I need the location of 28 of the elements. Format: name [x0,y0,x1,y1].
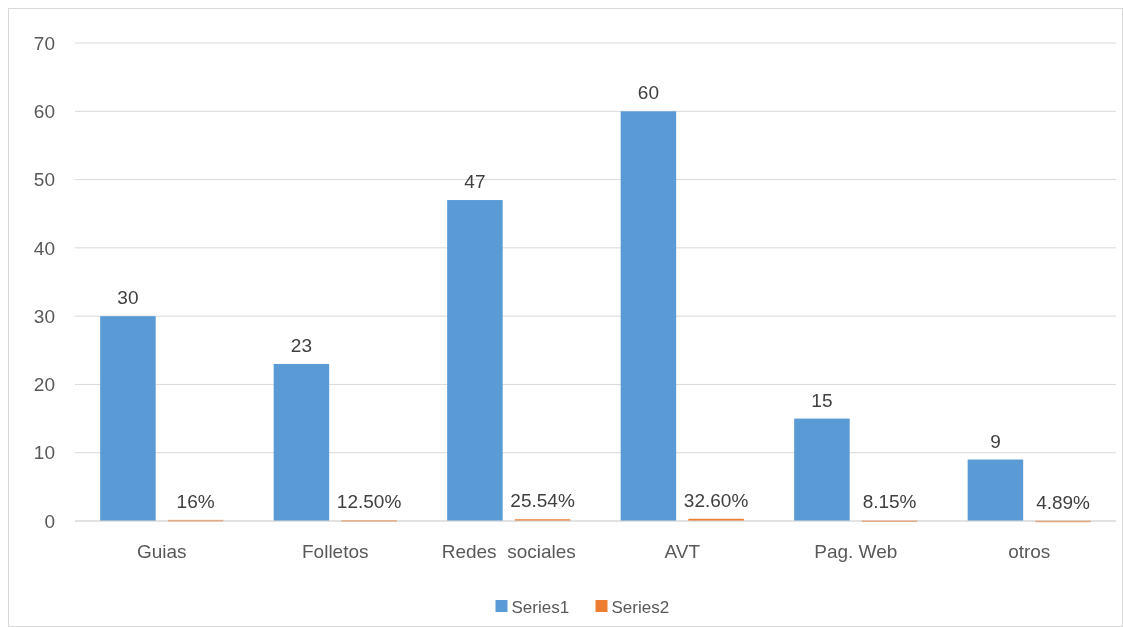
data-label: 23 [290,334,312,356]
data-label: 16% [176,490,215,512]
data-label: 60 [637,82,659,104]
data-label: 8.15% [862,491,917,513]
y-tick-label: 50 [33,169,55,191]
x-tick-label: Folletos [301,541,369,562]
data-label: 4.89% [1036,491,1091,513]
legend-label: Series2 [611,597,670,617]
x-tick-label: AVT [664,541,701,562]
data-label: 32.60% [683,489,749,511]
data-label: 15 [811,389,833,411]
y-tick-label: 70 [33,32,55,54]
y-tick-label: 20 [33,374,55,396]
y-tick-label: 10 [33,442,55,464]
data-label: 47 [464,171,486,193]
legend-label: Series1 [511,597,570,617]
x-tick-label: Guias [136,541,187,562]
y-tick-label: 60 [33,100,55,122]
data-label: 30 [117,287,139,309]
data-label: 25.54% [510,490,575,512]
x-tick-label: Redes sociales [441,541,576,562]
data-label: 12.50% [336,491,402,513]
y-tick-label: 0 [44,510,55,532]
x-tick-label: otros [1008,541,1051,562]
x-tick-label: Pag. Web [814,541,898,562]
y-tick-label: 30 [33,305,55,327]
data-label: 9 [990,430,1001,452]
y-tick-label: 40 [33,237,55,259]
